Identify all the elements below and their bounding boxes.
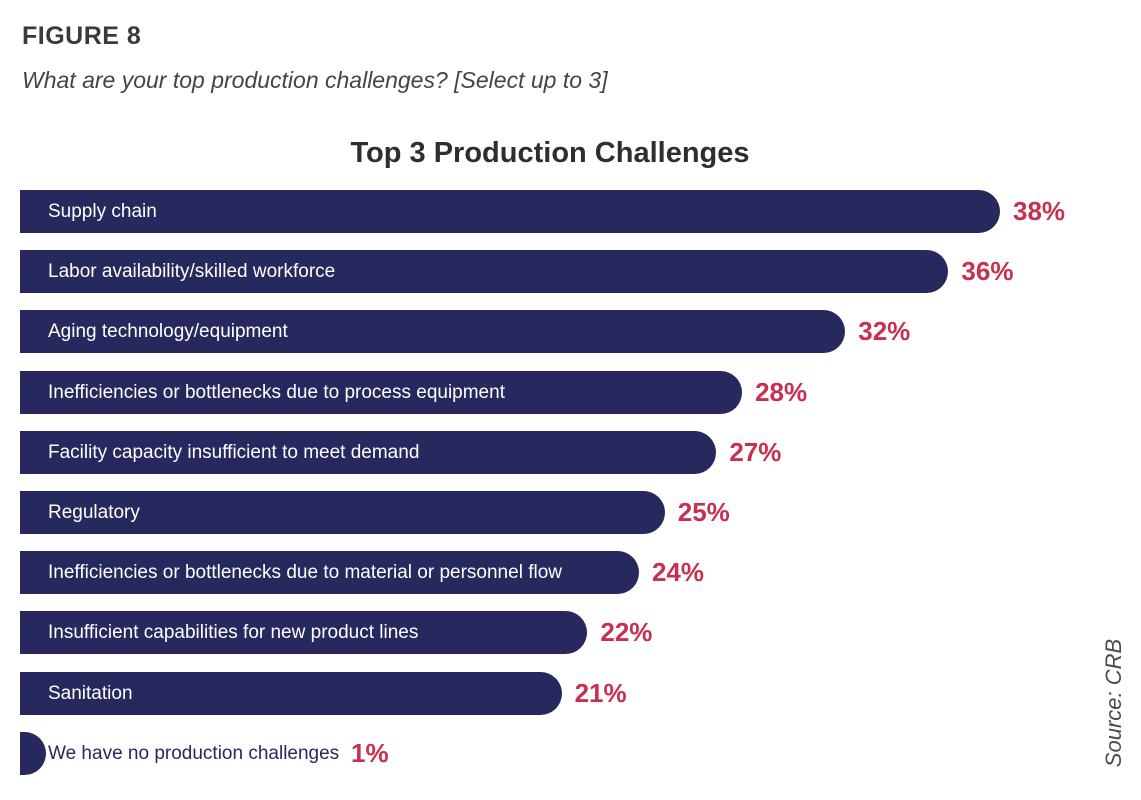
- bar: [20, 190, 1000, 233]
- bar-label: Inefficiencies or bottlenecks due to pro…: [48, 381, 505, 403]
- bar: [20, 551, 639, 595]
- bar-value-label: 27%: [729, 436, 782, 467]
- bar-label: Labor availability/skilled workforce: [48, 261, 336, 283]
- bar-label: Facility capacity insufficient to meet d…: [48, 441, 420, 463]
- bar-label: Sanitation: [48, 682, 133, 704]
- bar-label: Inefficiencies or bottlenecks due to mat…: [48, 562, 562, 584]
- bar: [20, 430, 717, 474]
- bar-label: Aging technology/equipment: [48, 321, 288, 343]
- bar-label: Insufficient capabilities for new produc…: [48, 622, 419, 644]
- bar-value-label: 36%: [961, 256, 1014, 287]
- bar: [20, 671, 562, 715]
- bar-label: Regulatory: [48, 502, 140, 523]
- source-note: Source: CRB: [1101, 638, 1126, 768]
- bar: [20, 370, 743, 414]
- bar-value-label: 24%: [651, 557, 704, 588]
- bar-value-label: 28%: [755, 376, 808, 407]
- bar-value-label: 1%: [351, 737, 389, 768]
- bar-chart: Supply chain 38% Labor availability/skille…: [20, 0, 1100, 800]
- bar: [20, 491, 665, 534]
- survey-question: What are your top production challenges?…: [22, 67, 608, 93]
- bar-label: Supply chain: [48, 201, 157, 222]
- bar-value-label: 21%: [574, 677, 627, 708]
- figure-label: FIGURE 8: [22, 22, 142, 50]
- bar-value-label: 22%: [600, 617, 653, 648]
- bar: [20, 310, 846, 354]
- bar-value-label: 38%: [1013, 196, 1066, 226]
- bar: [20, 731, 46, 775]
- bar: [20, 611, 588, 655]
- bar-value-label: 25%: [677, 497, 730, 527]
- bar-label: We have no production challenges: [48, 742, 340, 764]
- bar-value-label: 32%: [858, 316, 911, 347]
- bar: [20, 250, 949, 294]
- chart-title: Top 3 Production Challenges: [350, 137, 750, 169]
